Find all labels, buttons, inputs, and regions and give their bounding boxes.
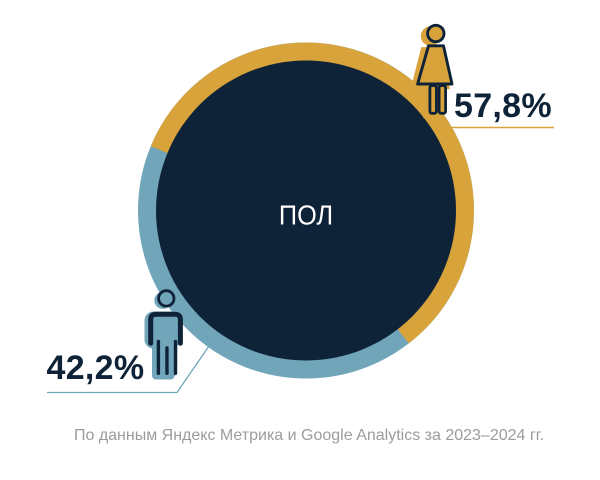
svg-text:По данным Яндекс Метрика и Goo: По данным Яндекс Метрика и Google Analyt… xyxy=(74,427,544,444)
svg-text:57,8%: 57,8% xyxy=(454,87,552,125)
svg-text:42,2%: 42,2% xyxy=(47,349,145,387)
svg-text:ПОЛ: ПОЛ xyxy=(279,200,333,231)
